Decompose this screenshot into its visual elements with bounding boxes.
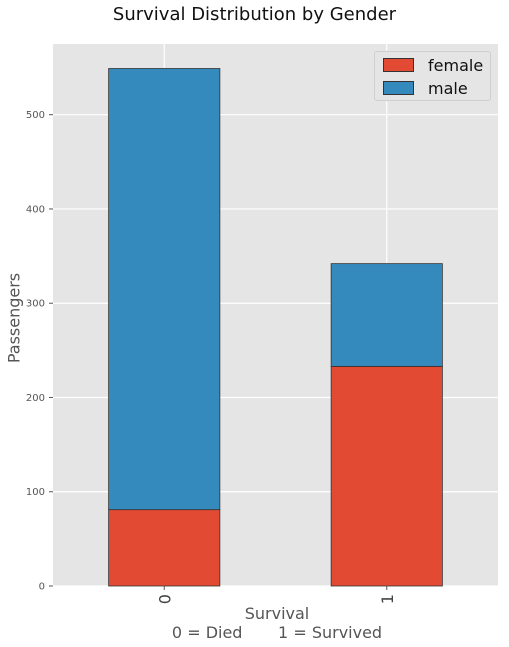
y-tick-label: 200	[26, 393, 45, 404]
x-axis-label: Survival	[244, 604, 310, 623]
x-axis-sublabel: 0 = Died 1 = Survived	[171, 623, 383, 642]
legend-label-female: female	[428, 55, 484, 75]
y-tick-label: 400	[26, 204, 45, 215]
x-tick-label: 0	[155, 594, 174, 604]
y-tick-label: 0	[39, 582, 45, 593]
y-axis-label: Passengers	[4, 272, 24, 364]
bar-female-0	[108, 509, 221, 587]
bar-male-0	[108, 68, 221, 511]
y-tick-label: 500	[26, 110, 45, 121]
y-tick-label: 100	[26, 487, 45, 498]
legend-item-female: female	[383, 55, 483, 75]
bar-male-1	[330, 263, 443, 367]
legend: female male	[374, 51, 491, 101]
legend-swatch-male	[383, 81, 414, 95]
chart-title: Survival Distribution by Gender	[112, 4, 397, 25]
x-tick-label: 1	[378, 594, 397, 604]
legend-swatch-female	[383, 58, 414, 72]
y-tick-label: 300	[26, 299, 45, 310]
x-axis-label-block: Survival 0 = Died 1 = Survived	[172, 604, 382, 642]
legend-label-male: male	[428, 78, 468, 98]
legend-item-male: male	[383, 78, 468, 98]
bar-female-1	[330, 365, 443, 587]
